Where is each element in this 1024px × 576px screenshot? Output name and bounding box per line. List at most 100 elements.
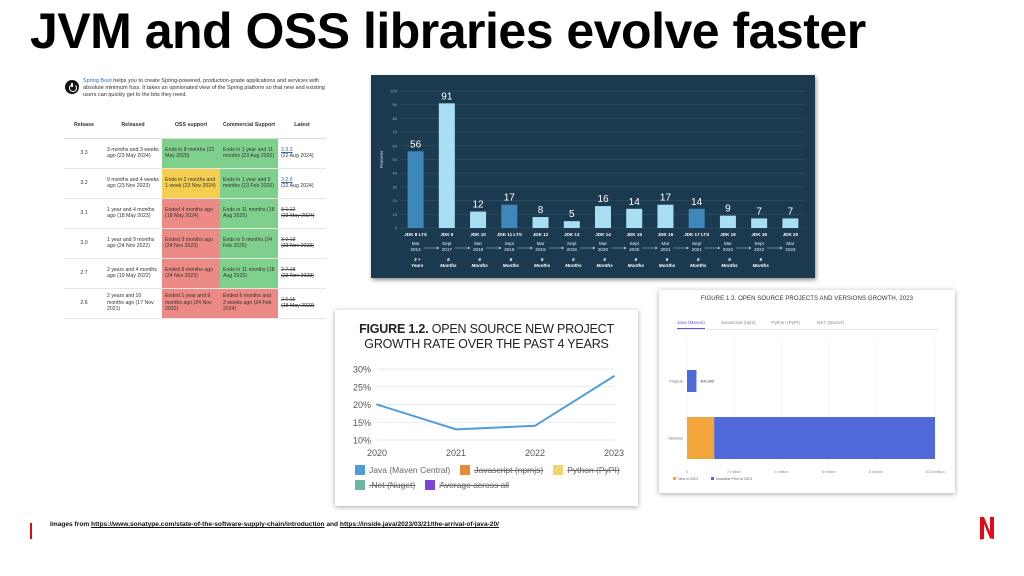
legend-label: Available Prior to 2023 bbox=[716, 477, 752, 481]
bar-value-label: 17 bbox=[660, 193, 672, 204]
x-tick-label: 0 bbox=[686, 470, 688, 474]
y-tick-label: 80 bbox=[393, 116, 398, 121]
release-year: 2018 bbox=[473, 247, 484, 252]
y-tick-label: 90 bbox=[393, 102, 398, 107]
x-tick-label: 2020 bbox=[367, 448, 387, 458]
arrow-head bbox=[436, 246, 439, 250]
spring-boot-link[interactable]: Spring Boot bbox=[83, 78, 112, 84]
x-tick-label: 2021 bbox=[446, 448, 466, 458]
tab-2[interactable]: Python (PyPI) bbox=[771, 320, 800, 325]
bar-segment bbox=[687, 370, 697, 392]
bar-data-label: 400,000 bbox=[700, 380, 714, 384]
tab-1[interactable]: JavaScript (npm) bbox=[720, 320, 756, 325]
release-month: Sept bbox=[567, 241, 577, 246]
release-year: 2017 bbox=[442, 247, 453, 252]
category-label: JDK 20 bbox=[783, 232, 799, 237]
latest-version-link[interactable]: 3.1.12 bbox=[281, 206, 296, 213]
y-tick-label: 20% bbox=[353, 400, 371, 410]
latest-date: (22 Aug 2024) bbox=[281, 183, 314, 189]
table-row: 3.1 1 year and 4 months ago (18 May 2023)… bbox=[64, 198, 326, 229]
category-label: JDK 10 bbox=[470, 232, 486, 237]
legend-swatch bbox=[355, 480, 365, 490]
oss-support-cell: Ended 9 months ago (24 Nov 2023) bbox=[162, 228, 220, 259]
figure-1-2-caption: OPEN SOURCE NEW PROJECT GROWTH RATE OVER… bbox=[364, 322, 614, 351]
legend-item: Java (Maven Central) bbox=[355, 465, 450, 475]
interval-label: 6 bbox=[447, 257, 450, 262]
y-tick-label: 10% bbox=[353, 436, 371, 446]
y-tick-label: 15% bbox=[353, 418, 371, 428]
figure-1-2-card: FIGURE 1.2. OPEN SOURCE NEW PROJECT GROW… bbox=[335, 310, 638, 506]
bar-value-label: 91 bbox=[441, 91, 453, 102]
category-label: JDK 17 LTS bbox=[684, 232, 709, 237]
latest-date: (23 Nov 2023) bbox=[281, 273, 314, 279]
image-credits: Images from https://www.sonatype.com/sta… bbox=[50, 521, 499, 528]
interval-label: 6 bbox=[603, 257, 606, 262]
interval-unit: Months bbox=[690, 263, 707, 268]
category-label: JDK 9 bbox=[440, 232, 453, 237]
tab-0[interactable]: Java (Maven) bbox=[677, 320, 705, 329]
data-point bbox=[534, 424, 536, 427]
bar-value-label: 7 bbox=[756, 206, 762, 217]
figure-1-3-card: FIGURE 1.3. OPEN SOURCE PROJECTS AND VER… bbox=[659, 290, 955, 493]
bar bbox=[470, 211, 487, 228]
y-tick-label: 25% bbox=[353, 382, 371, 392]
bar-segment bbox=[714, 417, 935, 459]
release-year: 2021 bbox=[692, 247, 703, 252]
release-year: 2019 bbox=[535, 247, 546, 252]
figure-1-2-legend: Java (Maven Central) Javascript (npmjs) Py… bbox=[355, 465, 635, 495]
x-tick-label: 2023 bbox=[604, 448, 624, 458]
interval-label: 3 + bbox=[414, 257, 421, 262]
bar bbox=[751, 218, 768, 228]
data-point bbox=[455, 428, 457, 431]
bar bbox=[532, 217, 549, 228]
bar-value-label: 7 bbox=[788, 206, 794, 217]
bar-value-label: 14 bbox=[629, 197, 641, 208]
sonatype-link[interactable]: https://www.sonatype.com/state-of-the-so… bbox=[91, 521, 325, 528]
commercial-support-cell: Ends in 11 months (18 Aug 2025) bbox=[220, 258, 278, 289]
data-point bbox=[376, 403, 378, 406]
spring-power-icon bbox=[65, 80, 79, 94]
release-year: 2018 bbox=[504, 247, 515, 252]
category-label: JDK 14 bbox=[595, 232, 611, 237]
interval-label: 6 bbox=[572, 257, 575, 262]
latest-cell: 3.2.9 (22 Aug 2024) bbox=[278, 168, 326, 199]
latest-date: (23 Nov 2023) bbox=[281, 243, 314, 249]
interval-unit: Months bbox=[628, 263, 645, 268]
inside-java-link[interactable]: https://inside.java/2023/03/21/the-arriv… bbox=[339, 521, 499, 528]
commercial-support-cell: Ends in 1 year and 11 months (23 Aug 202… bbox=[220, 138, 278, 169]
bar-value-label: 5 bbox=[569, 209, 575, 220]
arrow-head bbox=[499, 246, 502, 250]
latest-date: (23 May 2024) bbox=[281, 213, 315, 219]
release-year: 2021 bbox=[660, 247, 671, 252]
released-cell: 3 months and 3 weeks ago (23 May 2024) bbox=[104, 138, 162, 169]
y-tick-label: 10 bbox=[393, 212, 398, 217]
interval-label: 6 bbox=[541, 257, 544, 262]
release-cell: 2.7 bbox=[64, 258, 104, 289]
latest-version-link[interactable]: 2.6.15 bbox=[281, 296, 296, 303]
credits-prefix: Images from bbox=[50, 521, 92, 528]
release-month: Mar bbox=[537, 241, 545, 246]
bar bbox=[688, 208, 705, 228]
table-header-row: Release Released OSS support Commercial … bbox=[64, 112, 326, 139]
release-month: Mar bbox=[786, 241, 794, 246]
interval-label: 6 bbox=[728, 257, 731, 262]
oss-support-cell: Ended 1 year and 9 months ago (24 Nov 20… bbox=[162, 288, 220, 319]
credits-and: and bbox=[324, 521, 340, 528]
jdk-features-chart: 0 10 20 30 40 50 60 70 80 90 100 Features 56 JDK 8 LT… bbox=[371, 75, 815, 278]
tab-3[interactable]: .NET (NuGet) bbox=[815, 320, 844, 325]
latest-version-link[interactable]: 2.7.18 bbox=[281, 266, 296, 273]
figure-1-2-label: FIGURE 1.2. bbox=[359, 322, 429, 336]
category-label: JDK 18 bbox=[720, 232, 736, 237]
interval-unit: Years bbox=[411, 263, 424, 268]
latest-cell: 3.0.13 (23 Nov 2023) bbox=[278, 228, 326, 259]
interval-unit: Months bbox=[721, 263, 738, 268]
y-tick-label: 30 bbox=[393, 184, 398, 189]
latest-version-link[interactable]: 3.0.13 bbox=[281, 236, 296, 243]
latest-version-link[interactable]: 3.2.9 bbox=[281, 176, 293, 183]
legend-label: New in 2023 bbox=[678, 477, 698, 481]
spring-intro-text: helps you to create Spring-powered, prod… bbox=[83, 78, 325, 98]
latest-version-link[interactable]: 3.3.3 bbox=[281, 146, 293, 153]
x-tick-label: 8 million bbox=[869, 470, 883, 474]
arrow-head bbox=[561, 246, 564, 250]
legend-label: .Net (Nuget) bbox=[369, 480, 416, 490]
